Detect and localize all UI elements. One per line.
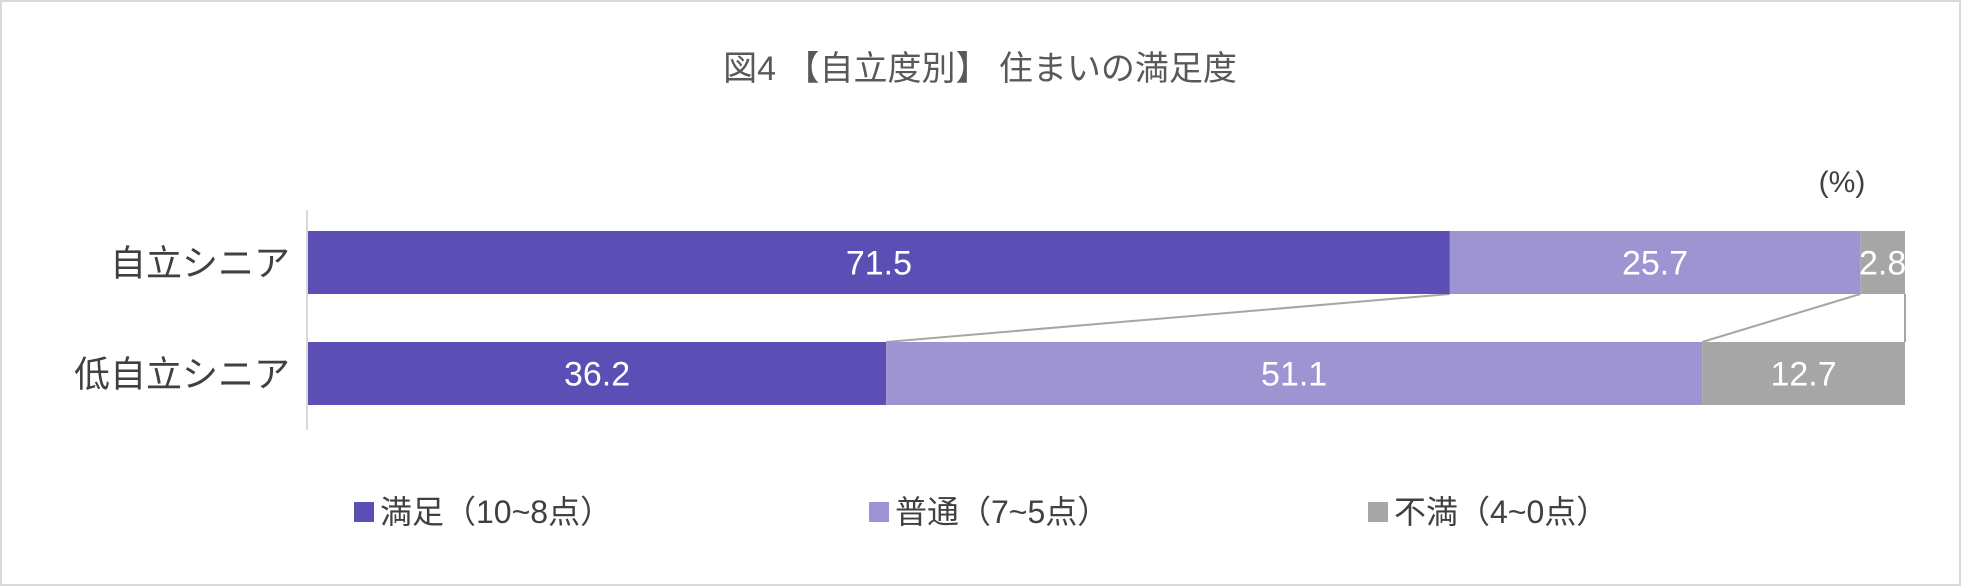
chart-title: 図4 【自立度別】 住まいの満足度 [723, 50, 1237, 88]
category-label-2: 低自立シニア [74, 354, 290, 395]
series-line-1 [886, 293, 1450, 343]
unit-label: (%) [1819, 166, 1866, 199]
bar-1-2 [308, 342, 887, 405]
legend-label-1: 満足（10~8点） [380, 494, 612, 530]
data-label-2-1: 25.7 [1622, 245, 1688, 283]
series-lines [886, 293, 1906, 343]
bar-2-2 [886, 342, 1703, 405]
data-label-3-1: 2.8 [1859, 245, 1906, 283]
legend-swatch-1 [354, 502, 374, 522]
legend: 満足（10~8点） 普通（7~5点） 不満（4~0点） [354, 494, 1608, 530]
bar-3-2 [1702, 342, 1905, 405]
legend-label-2: 普通（7~5点） [895, 494, 1109, 530]
data-label-1-1: 71.5 [846, 245, 912, 283]
legend-label-3: 不満（4~0点） [1394, 494, 1608, 530]
legend-swatch-3 [1368, 502, 1388, 522]
bar-3-1 [1860, 231, 1905, 294]
bar-1-1 [308, 231, 1450, 294]
category-label-1: 自立シニア [110, 243, 290, 284]
bar-2-1 [1449, 231, 1861, 294]
data-label-1-2: 36.2 [564, 356, 630, 394]
series-line-2 [1701, 293, 1861, 343]
legend-swatch-2 [869, 502, 889, 522]
data-label-2-2: 51.1 [1261, 356, 1327, 394]
bars: 71.5 25.7 2.8 36.2 51.1 12.7 [308, 231, 1906, 405]
data-label-3-2: 12.7 [1770, 356, 1836, 394]
